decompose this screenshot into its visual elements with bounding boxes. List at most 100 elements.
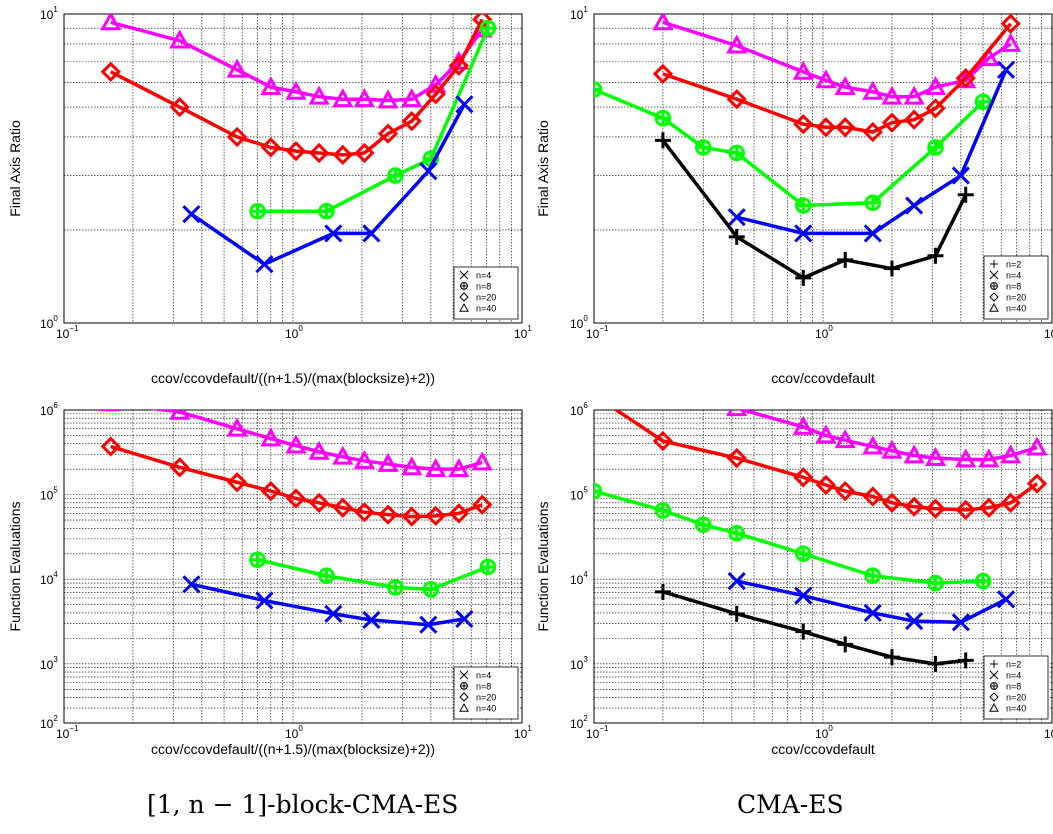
data-point <box>654 132 671 149</box>
data-point <box>285 488 307 509</box>
data-point <box>182 575 201 594</box>
legend-box <box>983 255 1049 320</box>
data-point <box>332 144 353 166</box>
series-n=40 <box>586 368 1048 468</box>
data-point <box>419 615 438 634</box>
data-point <box>654 109 672 127</box>
data-point <box>989 670 999 680</box>
data-point <box>169 457 190 478</box>
data-point <box>377 123 399 144</box>
data-point <box>978 497 999 518</box>
series-n=20 <box>652 14 1021 143</box>
data-point <box>794 197 812 214</box>
data-point <box>957 186 974 203</box>
data-point <box>1000 14 1021 34</box>
data-point <box>989 270 999 280</box>
x-tick-label: 101 <box>514 324 532 341</box>
data-point <box>586 368 602 382</box>
legend-label: n=8 <box>1006 282 1021 292</box>
data-point <box>100 436 121 457</box>
data-point <box>951 166 970 185</box>
series-n=20 <box>613 410 1048 521</box>
y-axis-label: Function Evaluations <box>7 502 23 632</box>
series-n=8 <box>594 482 992 592</box>
x-axis-label: ccov/ccovdefault/((n+1.5)/(max(blocksize… <box>151 370 435 386</box>
data-point <box>1026 473 1048 494</box>
series-line <box>257 558 489 592</box>
data-point <box>255 591 274 610</box>
series-line <box>736 579 1007 625</box>
data-point <box>905 196 924 215</box>
data-point <box>905 612 924 631</box>
data-point <box>401 456 423 476</box>
data-point <box>169 29 191 49</box>
legend: n=2n=4n=8n=20n=40 <box>983 255 1049 320</box>
data-point <box>387 579 404 596</box>
data-point <box>726 410 748 417</box>
data-point <box>903 85 925 105</box>
data-point <box>318 202 335 220</box>
data-point <box>881 85 903 105</box>
x-tick-label: 101 <box>1044 324 1053 341</box>
data-point <box>255 255 274 274</box>
data-point <box>862 486 883 507</box>
y-tick-label: 102 <box>570 714 588 731</box>
series-line <box>662 22 1013 134</box>
data-point <box>459 292 469 302</box>
data-point <box>285 434 307 454</box>
data-point <box>594 482 603 500</box>
data-point <box>864 194 882 212</box>
x-tick-label: 101 <box>514 724 532 741</box>
data-point <box>925 98 946 119</box>
data-point <box>169 410 191 420</box>
data-point <box>260 137 281 158</box>
data-point <box>727 572 746 591</box>
data-point <box>260 427 282 447</box>
data-point <box>353 88 375 108</box>
y-tick-label: 104 <box>40 570 58 587</box>
series-n=40 <box>652 14 1022 105</box>
data-point <box>863 603 882 622</box>
data-point <box>883 260 900 277</box>
data-point <box>726 447 747 469</box>
data-point <box>881 492 903 513</box>
series-n=8 <box>249 19 497 220</box>
data-point <box>472 494 493 515</box>
data-point <box>425 458 447 478</box>
data-point <box>324 604 343 623</box>
data-point <box>726 34 748 54</box>
x-tick-label: 100 <box>285 324 303 341</box>
series-n=2 <box>654 583 974 672</box>
x-tick-label: 10−1 <box>586 324 609 341</box>
caption-left: [1, n − 1]-block-CMA-ES <box>147 790 459 819</box>
data-point <box>332 88 354 108</box>
legend-label: n=40 <box>476 704 496 714</box>
data-point <box>728 524 746 542</box>
data-point <box>1000 444 1022 464</box>
legend: n=4n=8n=20n=40 <box>453 666 519 720</box>
data-point <box>652 14 674 31</box>
data-point <box>362 610 381 630</box>
x-tick-label: 100 <box>815 324 833 341</box>
legend-label: n=20 <box>1006 293 1026 303</box>
data-point <box>951 613 970 632</box>
series-n=4 <box>182 95 474 274</box>
data-point <box>401 506 422 527</box>
series-n=20 <box>100 14 493 166</box>
data-point <box>448 458 470 478</box>
series-line <box>257 27 490 213</box>
grid <box>64 410 522 723</box>
plot-frame <box>63 13 523 324</box>
data-point <box>308 142 330 164</box>
data-point <box>881 112 903 133</box>
data-point <box>459 670 469 680</box>
data-point <box>815 117 837 138</box>
x-tick-label: 101 <box>1044 724 1053 741</box>
data-point <box>460 282 468 290</box>
plot-frame <box>593 409 1053 724</box>
legend-label: n=2 <box>1006 260 1021 270</box>
series-line <box>191 582 465 627</box>
grid <box>64 14 522 323</box>
data-point <box>990 660 998 668</box>
